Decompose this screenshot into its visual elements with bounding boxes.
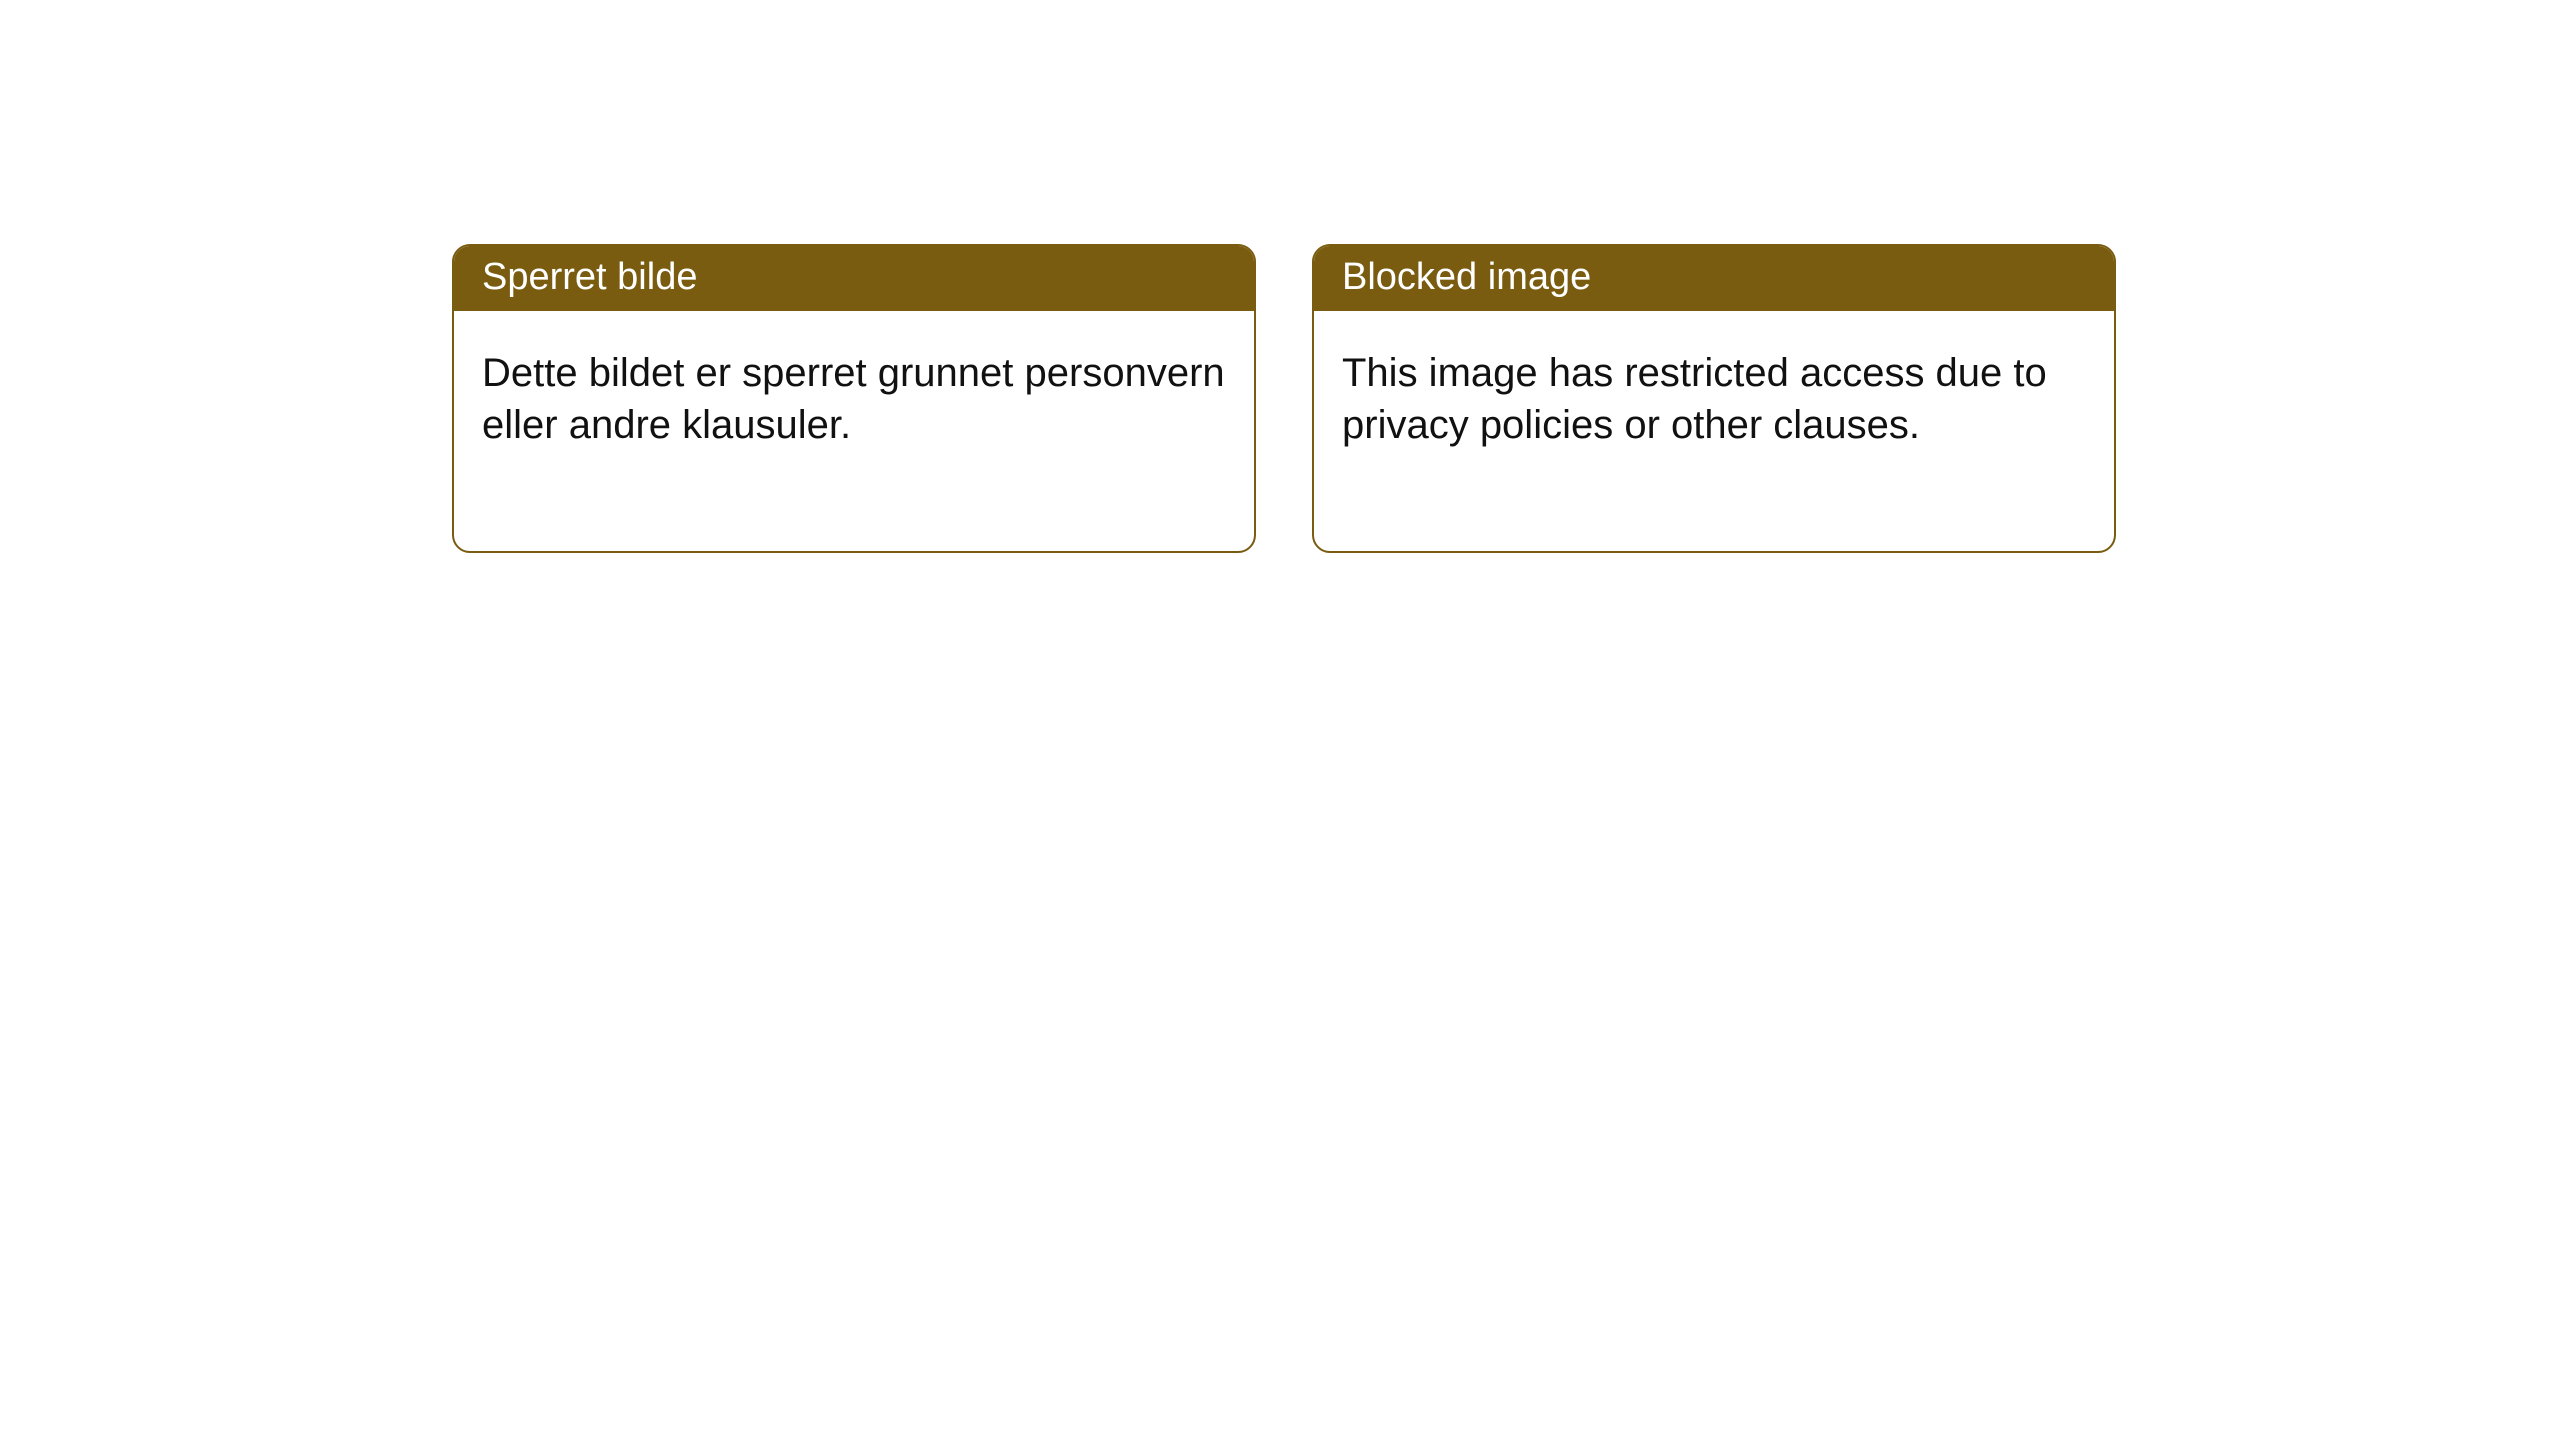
notice-title: Sperret bilde — [454, 246, 1254, 311]
notice-title: Blocked image — [1314, 246, 2114, 311]
notice-body: Dette bildet er sperret grunnet personve… — [454, 311, 1254, 551]
notice-body: This image has restricted access due to … — [1314, 311, 2114, 551]
notice-container: Sperret bilde Dette bildet er sperret gr… — [0, 0, 2560, 553]
notice-card-english: Blocked image This image has restricted … — [1312, 244, 2116, 553]
notice-card-norwegian: Sperret bilde Dette bildet er sperret gr… — [452, 244, 1256, 553]
